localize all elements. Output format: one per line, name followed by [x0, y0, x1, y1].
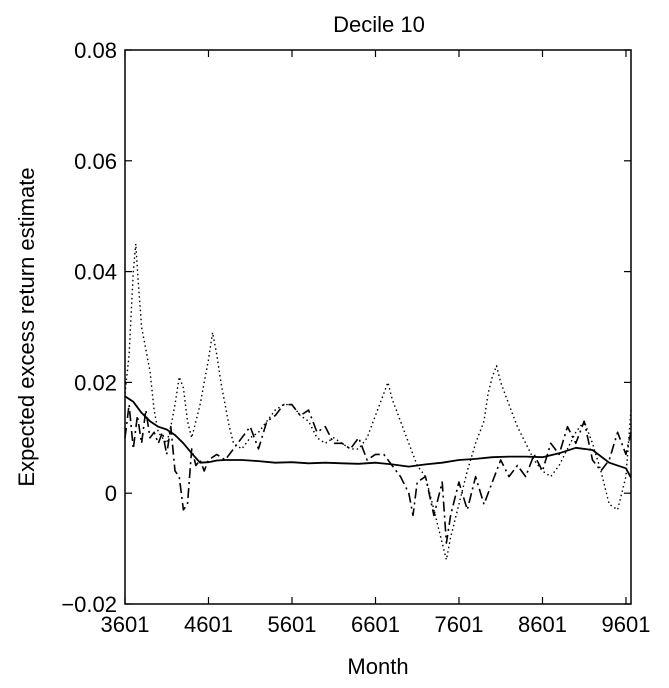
plot-frame: [124, 49, 632, 605]
x-tick-label: 6601: [351, 612, 400, 637]
x-tick-label: 4601: [184, 612, 233, 637]
y-tick-label: 0: [105, 481, 117, 506]
y-tick-label: 0.08: [74, 38, 117, 63]
x-axis: 3601 4601 5601 6601 7601 8601 9601: [101, 50, 651, 637]
x-tick-label: 5601: [268, 612, 317, 637]
x-tick-label: 8601: [518, 612, 567, 637]
y-tick-label: 0.02: [74, 370, 117, 395]
y-tick-label: −0.02: [61, 592, 117, 617]
x-tick-label: 3601: [101, 612, 150, 637]
chart-title: Decile 10: [333, 12, 425, 37]
y-axis: −0.02 0 0.02 0.04 0.06 0.08: [61, 38, 631, 617]
series-line-solid: [124, 395, 632, 479]
x-axis-label: Month: [347, 654, 408, 679]
y-axis-label: Expected excess return estimate: [14, 167, 39, 486]
x-tick-label: 7601: [435, 612, 484, 637]
y-tick-label: 0.06: [74, 149, 117, 174]
y-tick-label: 0.04: [74, 260, 117, 285]
plot-area: [124, 243, 632, 561]
series-line-dashdot: [124, 403, 632, 544]
series-line-dotted: [124, 243, 632, 561]
x-tick-label: 9601: [602, 612, 651, 637]
